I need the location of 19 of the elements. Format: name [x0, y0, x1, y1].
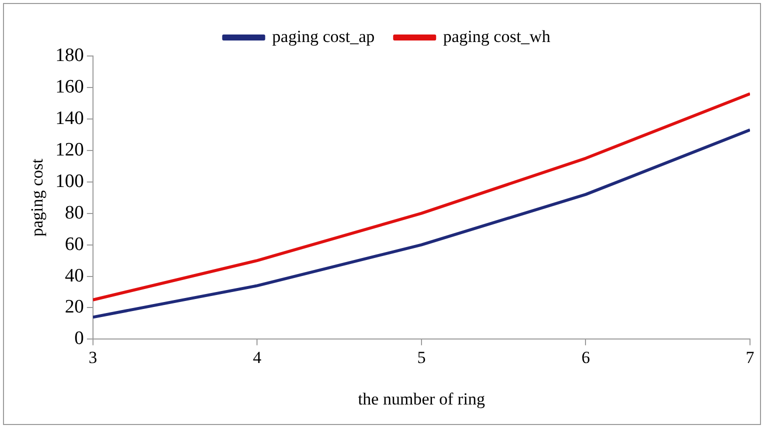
y-tick-label: 160 — [55, 76, 84, 98]
y-tick-label: 140 — [55, 108, 84, 129]
x-tick-label: 4 — [252, 348, 262, 367]
y-tick-label: 100 — [55, 170, 84, 192]
y-axis-title: paging cost — [28, 158, 47, 237]
x-tick-label: 7 — [746, 348, 755, 367]
y-tick-label: 120 — [55, 139, 84, 160]
x-tick-label: 3 — [88, 348, 98, 367]
y-tick-label: 0 — [74, 328, 84, 350]
y-tick-label: 20 — [64, 296, 84, 318]
legend-label: paging cost_wh — [443, 26, 551, 46]
x-tick-label: 6 — [581, 348, 590, 367]
y-tick-label: 80 — [64, 202, 84, 224]
y-tick-label: 40 — [64, 265, 84, 286]
y-tick-label: 180 — [55, 44, 84, 66]
x-axis-title: the number of ring — [358, 389, 486, 408]
x-tick-label: 5 — [417, 348, 426, 367]
y-tick-label: 60 — [64, 234, 84, 255]
legend-label: paging cost_ap — [272, 26, 375, 46]
